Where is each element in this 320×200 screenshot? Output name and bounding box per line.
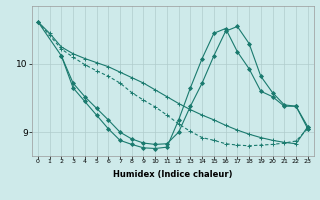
X-axis label: Humidex (Indice chaleur): Humidex (Indice chaleur) <box>113 170 233 179</box>
